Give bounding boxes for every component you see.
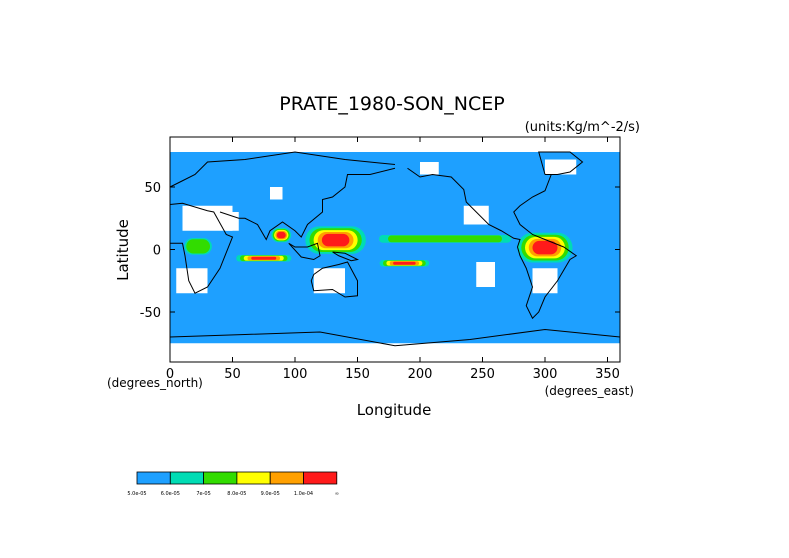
y-tick-label: 0 xyxy=(153,244,161,259)
x-tick-label: 100 xyxy=(283,367,308,382)
coastline xyxy=(169,328,621,347)
missing-data-patch xyxy=(170,343,620,362)
precip-western-pacific-warm-pool xyxy=(321,233,350,247)
legend-label: 1.0e-04 xyxy=(294,491,313,497)
legend-label: 8.0e-05 xyxy=(227,491,246,497)
x-tick-label: 300 xyxy=(533,367,558,382)
precipitation-layer xyxy=(182,224,577,267)
x-unit-label: (degrees_east) xyxy=(545,384,634,398)
precip-central-africa xyxy=(186,239,210,254)
y-axis: 50 0 -50 xyxy=(140,181,620,321)
precip-south-pacific-convergence xyxy=(393,261,416,265)
legend-label: 7e-05 xyxy=(196,491,210,497)
missing-data-patch xyxy=(313,268,345,294)
coastline xyxy=(169,151,396,188)
legend-swatch xyxy=(269,471,304,485)
coastline xyxy=(538,151,584,175)
coastline xyxy=(219,167,396,241)
x-axis: 0 50 100 150 200 250 300 350 xyxy=(166,137,620,382)
precip-amazon-basin xyxy=(532,240,558,255)
x-tick-label: 150 xyxy=(345,367,370,382)
missing-data-patch xyxy=(476,262,495,287)
legend-swatch xyxy=(303,471,338,485)
coastline xyxy=(169,202,234,294)
legend-label: 5.0e-05 xyxy=(127,491,146,497)
units-label: (units:Kg/m^-2/s) xyxy=(525,120,640,135)
coastlines xyxy=(169,151,621,347)
missing-data-patch xyxy=(463,205,489,225)
color-legend: 5.0e-05 6.0e-05 7e-05 8.0e-05 9.0e-05 1.0e-04… xyxy=(127,471,339,497)
coastline xyxy=(310,261,358,298)
x-axis-title: Longitude xyxy=(357,401,432,419)
coastline xyxy=(332,251,360,262)
x-tick-label: 350 xyxy=(595,367,620,382)
legend-swatch xyxy=(169,471,205,485)
missing-data-patch xyxy=(420,162,439,175)
legend-swatch xyxy=(136,471,171,485)
x-tick-label: 250 xyxy=(470,367,495,382)
missing-data-patch xyxy=(182,205,233,231)
y-axis-title: Latitude xyxy=(114,219,132,281)
y-unit-label: (degrees_north) xyxy=(107,376,203,390)
legend-label: 6.0e-05 xyxy=(161,491,180,497)
missing-data-patch xyxy=(170,137,620,152)
missing-data-patch xyxy=(545,159,577,175)
coastline xyxy=(288,242,321,261)
y-tick-label: -50 xyxy=(140,306,161,321)
precip-bay-of-bengal xyxy=(276,231,286,239)
precip-itcz-central-pacific xyxy=(388,235,502,243)
chart-title: PRATE_1980-SON_NCEP xyxy=(279,93,504,115)
x-tick-label: 0 xyxy=(166,367,174,382)
map-area xyxy=(169,136,621,363)
missing-data-patch xyxy=(532,268,558,294)
legend-label: ∞ xyxy=(335,491,339,497)
missing-data-patch xyxy=(270,187,283,200)
coastline xyxy=(407,167,578,320)
legend-swatch xyxy=(236,471,271,485)
precip-indian-ocean-band xyxy=(251,256,277,260)
x-tick-label: 50 xyxy=(224,367,241,382)
x-tick-label: 200 xyxy=(408,367,433,382)
y-tick-label: 50 xyxy=(144,181,161,196)
legend-label: 9.0e-05 xyxy=(261,491,280,497)
legend-swatch xyxy=(203,471,238,485)
